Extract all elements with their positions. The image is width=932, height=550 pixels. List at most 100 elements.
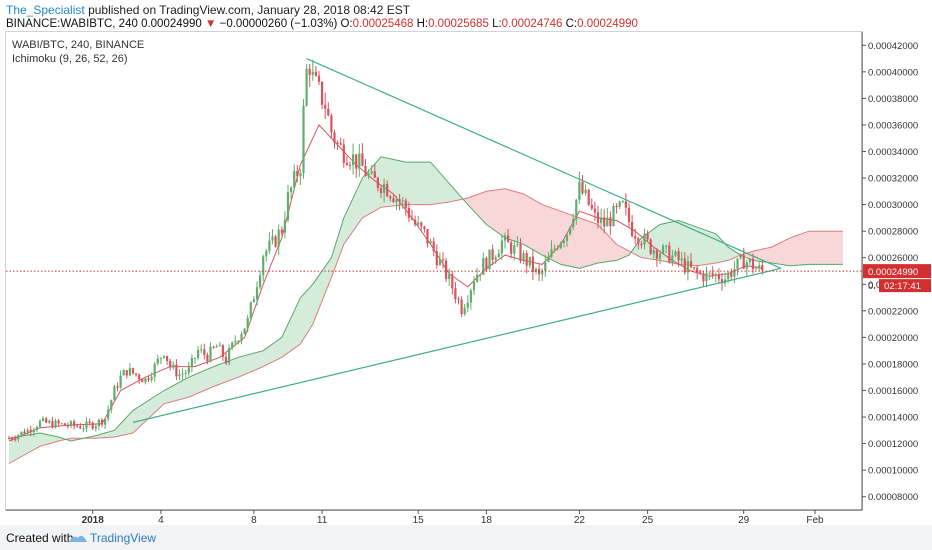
candle-body — [327, 108, 330, 116]
candle-body — [172, 364, 175, 368]
candle — [441, 252, 445, 269]
candle-body — [66, 425, 69, 427]
candle-body — [197, 349, 200, 359]
y-tick-label: 0.00030000 — [868, 200, 918, 211]
candle-body — [203, 349, 206, 355]
candle — [169, 358, 172, 371]
candle — [401, 196, 404, 209]
candle — [466, 295, 469, 313]
candle-body — [677, 251, 680, 261]
candle-body — [181, 373, 184, 375]
candle-body — [516, 244, 519, 246]
candle-body — [751, 258, 755, 270]
candle-body — [736, 258, 739, 269]
tradingview-brand-link[interactable]: TradingView — [90, 531, 157, 545]
candle — [643, 228, 646, 250]
candle-body — [246, 318, 249, 329]
candle-body — [596, 212, 600, 223]
candle — [35, 425, 38, 433]
candle-body — [627, 207, 631, 222]
candle-body — [705, 272, 708, 282]
candle — [153, 361, 156, 382]
support-trendline[interactable] — [132, 267, 782, 423]
candle-body — [259, 275, 262, 288]
candle — [556, 244, 559, 251]
candle-body — [200, 349, 203, 351]
candle — [705, 266, 708, 288]
y-tick-label: 0.00018000 — [868, 359, 918, 370]
candle — [593, 201, 596, 221]
candle-body — [94, 426, 97, 429]
candle — [26, 427, 29, 435]
candle — [680, 251, 683, 267]
candle — [531, 249, 534, 281]
y-tick-label: 0.00020000 — [868, 333, 918, 344]
candle — [392, 194, 395, 203]
resistance-trendline[interactable] — [306, 58, 782, 269]
candle — [274, 234, 277, 248]
candle-body — [541, 270, 544, 275]
candle-body — [500, 240, 503, 254]
candle-body — [587, 189, 590, 205]
candle — [609, 211, 612, 236]
candle — [91, 421, 94, 431]
candle — [131, 367, 135, 375]
cloud-segment — [463, 188, 633, 269]
candle-body — [745, 262, 748, 269]
candle-body — [460, 299, 463, 315]
candle — [637, 236, 640, 250]
candle — [104, 418, 107, 430]
candle-body — [215, 346, 218, 348]
candle — [711, 266, 714, 279]
price-change: −0.00000260 (−1.03%) — [219, 18, 338, 30]
tradingview-logo-icon — [69, 535, 87, 542]
candle — [206, 352, 209, 365]
candle — [38, 419, 42, 428]
candle-body — [662, 245, 665, 254]
candle-body — [575, 199, 578, 220]
candle — [14, 435, 17, 442]
candle-body — [503, 235, 507, 241]
candle — [193, 357, 197, 365]
candle-body — [727, 272, 730, 280]
candle-body — [355, 154, 358, 169]
candle-body — [348, 164, 352, 166]
candle — [451, 271, 454, 295]
candle-body — [45, 418, 48, 423]
candle-body — [141, 379, 144, 383]
y-tick-label: 0.00036000 — [868, 120, 918, 131]
candle — [491, 244, 494, 266]
candle — [652, 247, 655, 259]
candle-body — [702, 273, 705, 282]
candle — [29, 425, 32, 437]
candle — [587, 188, 590, 207]
last-price-tag-label: 0.00024990 — [868, 267, 918, 278]
candle-body — [581, 181, 584, 194]
candle — [54, 418, 57, 429]
candle — [280, 226, 283, 236]
candle-body — [562, 240, 565, 243]
candle — [259, 270, 262, 290]
candle-body — [683, 258, 686, 273]
candle-body — [125, 370, 128, 376]
candle — [299, 168, 302, 186]
candle — [237, 339, 240, 345]
candle — [751, 253, 755, 274]
candle-body — [640, 243, 643, 245]
candle — [407, 201, 410, 222]
candle — [544, 254, 547, 278]
candle-body — [556, 248, 559, 250]
candle — [246, 314, 249, 333]
candle-body — [603, 217, 606, 227]
candle — [327, 102, 330, 117]
cloud-segment — [9, 433, 67, 464]
author-link[interactable]: The_Specialist — [6, 3, 85, 17]
candle-body — [513, 245, 516, 254]
candle-body — [48, 420, 51, 423]
candle-body — [507, 235, 510, 243]
candle — [584, 184, 587, 196]
candle-body — [23, 431, 26, 434]
candle — [485, 256, 488, 272]
candle — [600, 208, 603, 230]
